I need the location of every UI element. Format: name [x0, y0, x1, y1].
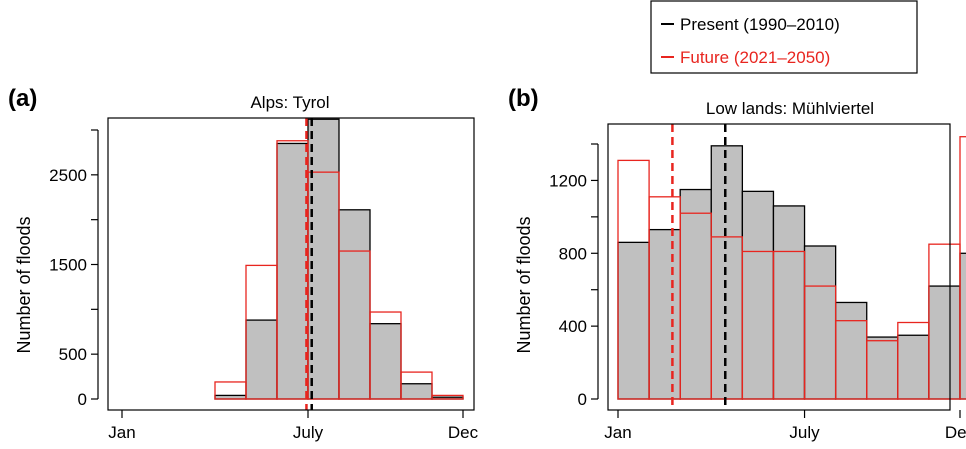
panel-a-x-tick-label: July — [293, 423, 324, 442]
panel-a-present-bar — [400, 383, 433, 400]
panel-a-plot-frame — [107, 117, 475, 411]
panel-b-title: Low lands: Mühlviertel — [706, 99, 874, 118]
panel-a-present-bar — [307, 118, 340, 400]
panel-a-y-tick-label: 0 — [78, 390, 87, 409]
panel-a-letter: (a) — [8, 85, 37, 112]
panel-b-x-tick-label: Jan — [604, 423, 631, 442]
panel-b-present-bar — [710, 145, 744, 400]
panel-b-present-bar — [617, 241, 650, 400]
panel-b-present-bar — [772, 205, 806, 400]
panel-b-y-tick-label: 0 — [578, 390, 587, 409]
panel-b-future-layer — [617, 136, 966, 400]
panel-b-present-bar — [648, 228, 681, 400]
panel-b-y-axis-label: Number of floods — [514, 216, 534, 353]
panel-a: (a) Alps: Tyrol Number of floods 0 500 150… — [8, 85, 479, 442]
panel-a-y-tick-label: 500 — [59, 345, 87, 364]
panel-b-plot-frame — [607, 123, 951, 411]
panel-a-y-tick-label: 2500 — [49, 166, 87, 185]
panel-a-x-tick-label: Dec — [448, 423, 479, 442]
panel-a-title: Alps: Tyrol — [250, 93, 329, 112]
panel-b-present-bar — [679, 188, 712, 400]
panel-b-y-tick-label: 400 — [559, 317, 587, 336]
panel-a-y-axis-label: Number of floods — [14, 216, 34, 353]
panel-b: (b) Low lands: Mühlviertel Number of flo… — [508, 85, 966, 442]
panel-a-y-axis: 0 500 1500 2500 — [49, 129, 99, 409]
panel-b-y-tick-label: 800 — [559, 244, 587, 263]
panel-a-x-tick-label: Jan — [108, 423, 135, 442]
panel-b-present-bar — [897, 334, 930, 400]
panel-a-x-axis: Jan July Dec — [108, 410, 479, 442]
panel-b-y-tick-label: 1200 — [549, 171, 587, 190]
legend-box — [650, 0, 918, 74]
panel-a-y-tick-label: 1500 — [49, 256, 87, 275]
panel-a-future-layer — [214, 140, 464, 400]
panel-b-y-axis: 0 400 800 1200 — [549, 143, 599, 409]
panel-a-present-bar — [276, 142, 309, 400]
panel-b-letter: (b) — [508, 85, 539, 112]
panel-b-x-tick-label: Dec — [945, 423, 966, 442]
panel-b-x-axis: Jan July Dec — [604, 410, 966, 442]
panel-a-present-bar — [338, 209, 371, 400]
panel-a-future-bar — [369, 311, 402, 400]
panel-b-present-bar — [834, 301, 868, 400]
legend-future-label: Future (2021–2050) — [680, 48, 830, 67]
panel-a-means-layer — [305, 118, 313, 410]
panel-a-present-bar — [369, 323, 402, 400]
panel-b-present-bar — [959, 252, 966, 400]
panel-b-future-bar — [959, 136, 966, 400]
panel-a-present-bar — [245, 319, 278, 400]
legend-present-label: Present (1990–2010) — [680, 15, 840, 34]
panel-b-present-bar — [866, 336, 899, 400]
panel-b-present-layer — [617, 145, 966, 400]
panel-a-future-bar — [431, 394, 464, 400]
panel-b-means-layer — [671, 124, 727, 410]
panel-b-present-bar — [803, 245, 837, 400]
legend: Present (1990–2010) Future (2021–2050) — [650, 0, 918, 74]
panel-b-present-bar — [741, 190, 775, 400]
panel-a-future-bar — [400, 371, 433, 400]
panel-b-x-tick-label: July — [789, 423, 820, 442]
panel-b-present-bar — [928, 285, 961, 400]
